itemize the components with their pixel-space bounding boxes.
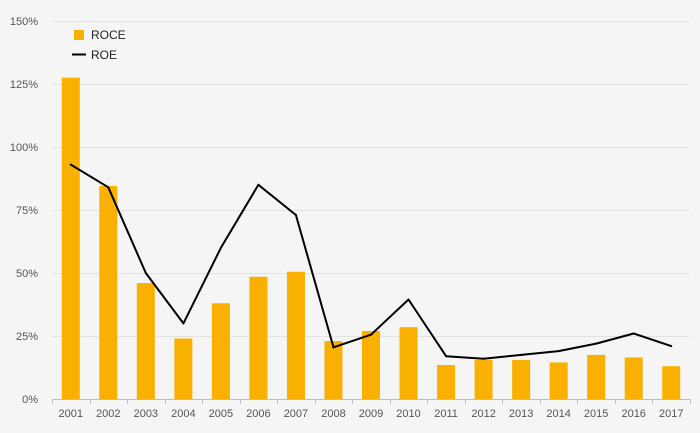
x-tick-label: 2012	[471, 408, 495, 420]
point-roe-2016	[632, 332, 635, 335]
x-tick-label: 2010	[396, 408, 420, 420]
y-tick-label: 0%	[22, 394, 38, 406]
legend: ROCE ROE	[72, 28, 126, 62]
bar-roce-2009	[362, 330, 380, 399]
bar-roce-2001	[61, 77, 80, 399]
y-tick-label: 125%	[10, 79, 38, 91]
bar-roce-2007	[286, 271, 305, 399]
legend-swatch-roce	[74, 30, 84, 40]
bar-roce-2013	[512, 359, 531, 399]
bar-roce-2004	[174, 338, 193, 399]
grid-layer	[52, 21, 690, 400]
point-roe-2004	[182, 322, 185, 325]
x-tick-label: 2008	[321, 408, 345, 420]
y-tick-label: 100%	[10, 142, 38, 154]
x-tick-label: 2004	[171, 408, 195, 420]
point-roe-2014	[557, 350, 560, 353]
x-axis: 2001 2002 2003 2004 2005 2006 2007 2008 2009 2010…	[52, 399, 691, 420]
point-roe-2011	[445, 355, 448, 358]
x-tick-label: 2001	[59, 408, 83, 420]
legend-label-roce: ROCE	[91, 28, 126, 42]
y-tick-label: 25%	[16, 331, 38, 343]
bar-roce-2006	[249, 276, 268, 399]
bar-roce-2003	[136, 283, 155, 399]
x-tick-label: 2007	[284, 408, 308, 420]
point-roe-2006	[257, 183, 260, 186]
bar-roce-2002	[99, 186, 118, 399]
bar-roce-2005	[211, 303, 230, 399]
x-tick-label: 2003	[134, 408, 158, 420]
x-tick-label: 2005	[209, 408, 233, 420]
y-tick-label: 75%	[16, 205, 38, 217]
y-axis: 0% 25% 50% 75% 100% 125% 150%	[10, 16, 38, 406]
point-roe-2007	[294, 214, 297, 217]
x-tick-label: 2006	[246, 408, 270, 420]
point-roe-2017	[670, 345, 673, 348]
bar-roce-2008	[324, 341, 343, 399]
y-tick-label: 50%	[16, 268, 38, 280]
bar-roce-2010	[399, 327, 418, 399]
line-roe	[70, 163, 672, 360]
point-roe-2010	[407, 298, 410, 301]
point-roe-2002	[107, 186, 110, 189]
point-roe-2015	[595, 342, 598, 345]
point-roe-2005	[219, 246, 222, 249]
bar-series	[61, 77, 681, 399]
x-tick-label: 2013	[509, 408, 533, 420]
point-roe-2013	[520, 353, 523, 356]
point-roe-2009	[370, 333, 372, 336]
x-tick-label: 2002	[96, 408, 120, 420]
point-roe-2008	[332, 346, 335, 349]
bar-roce-2011	[437, 364, 456, 399]
x-tick-label: 2014	[546, 408, 570, 420]
bar-roce-2012	[474, 359, 493, 399]
bar-roce-2017	[662, 366, 681, 399]
x-tick-label: 2011	[434, 408, 458, 420]
bar-roce-2015	[587, 354, 606, 399]
point-roe-2001	[69, 163, 72, 166]
legend-label-roe: ROE	[91, 48, 117, 62]
x-tick-label: 2009	[359, 408, 383, 420]
y-tick-label: 150%	[10, 16, 38, 28]
point-roe-2012	[482, 357, 485, 360]
x-tick-label: 2016	[621, 408, 645, 420]
x-tick-label: 2017	[659, 408, 683, 420]
line-series	[69, 163, 673, 360]
x-tick-label: 2015	[584, 408, 608, 420]
point-roe-2003	[144, 272, 147, 274]
bar-roce-2014	[549, 362, 568, 399]
bar-roce-2016	[624, 357, 643, 399]
